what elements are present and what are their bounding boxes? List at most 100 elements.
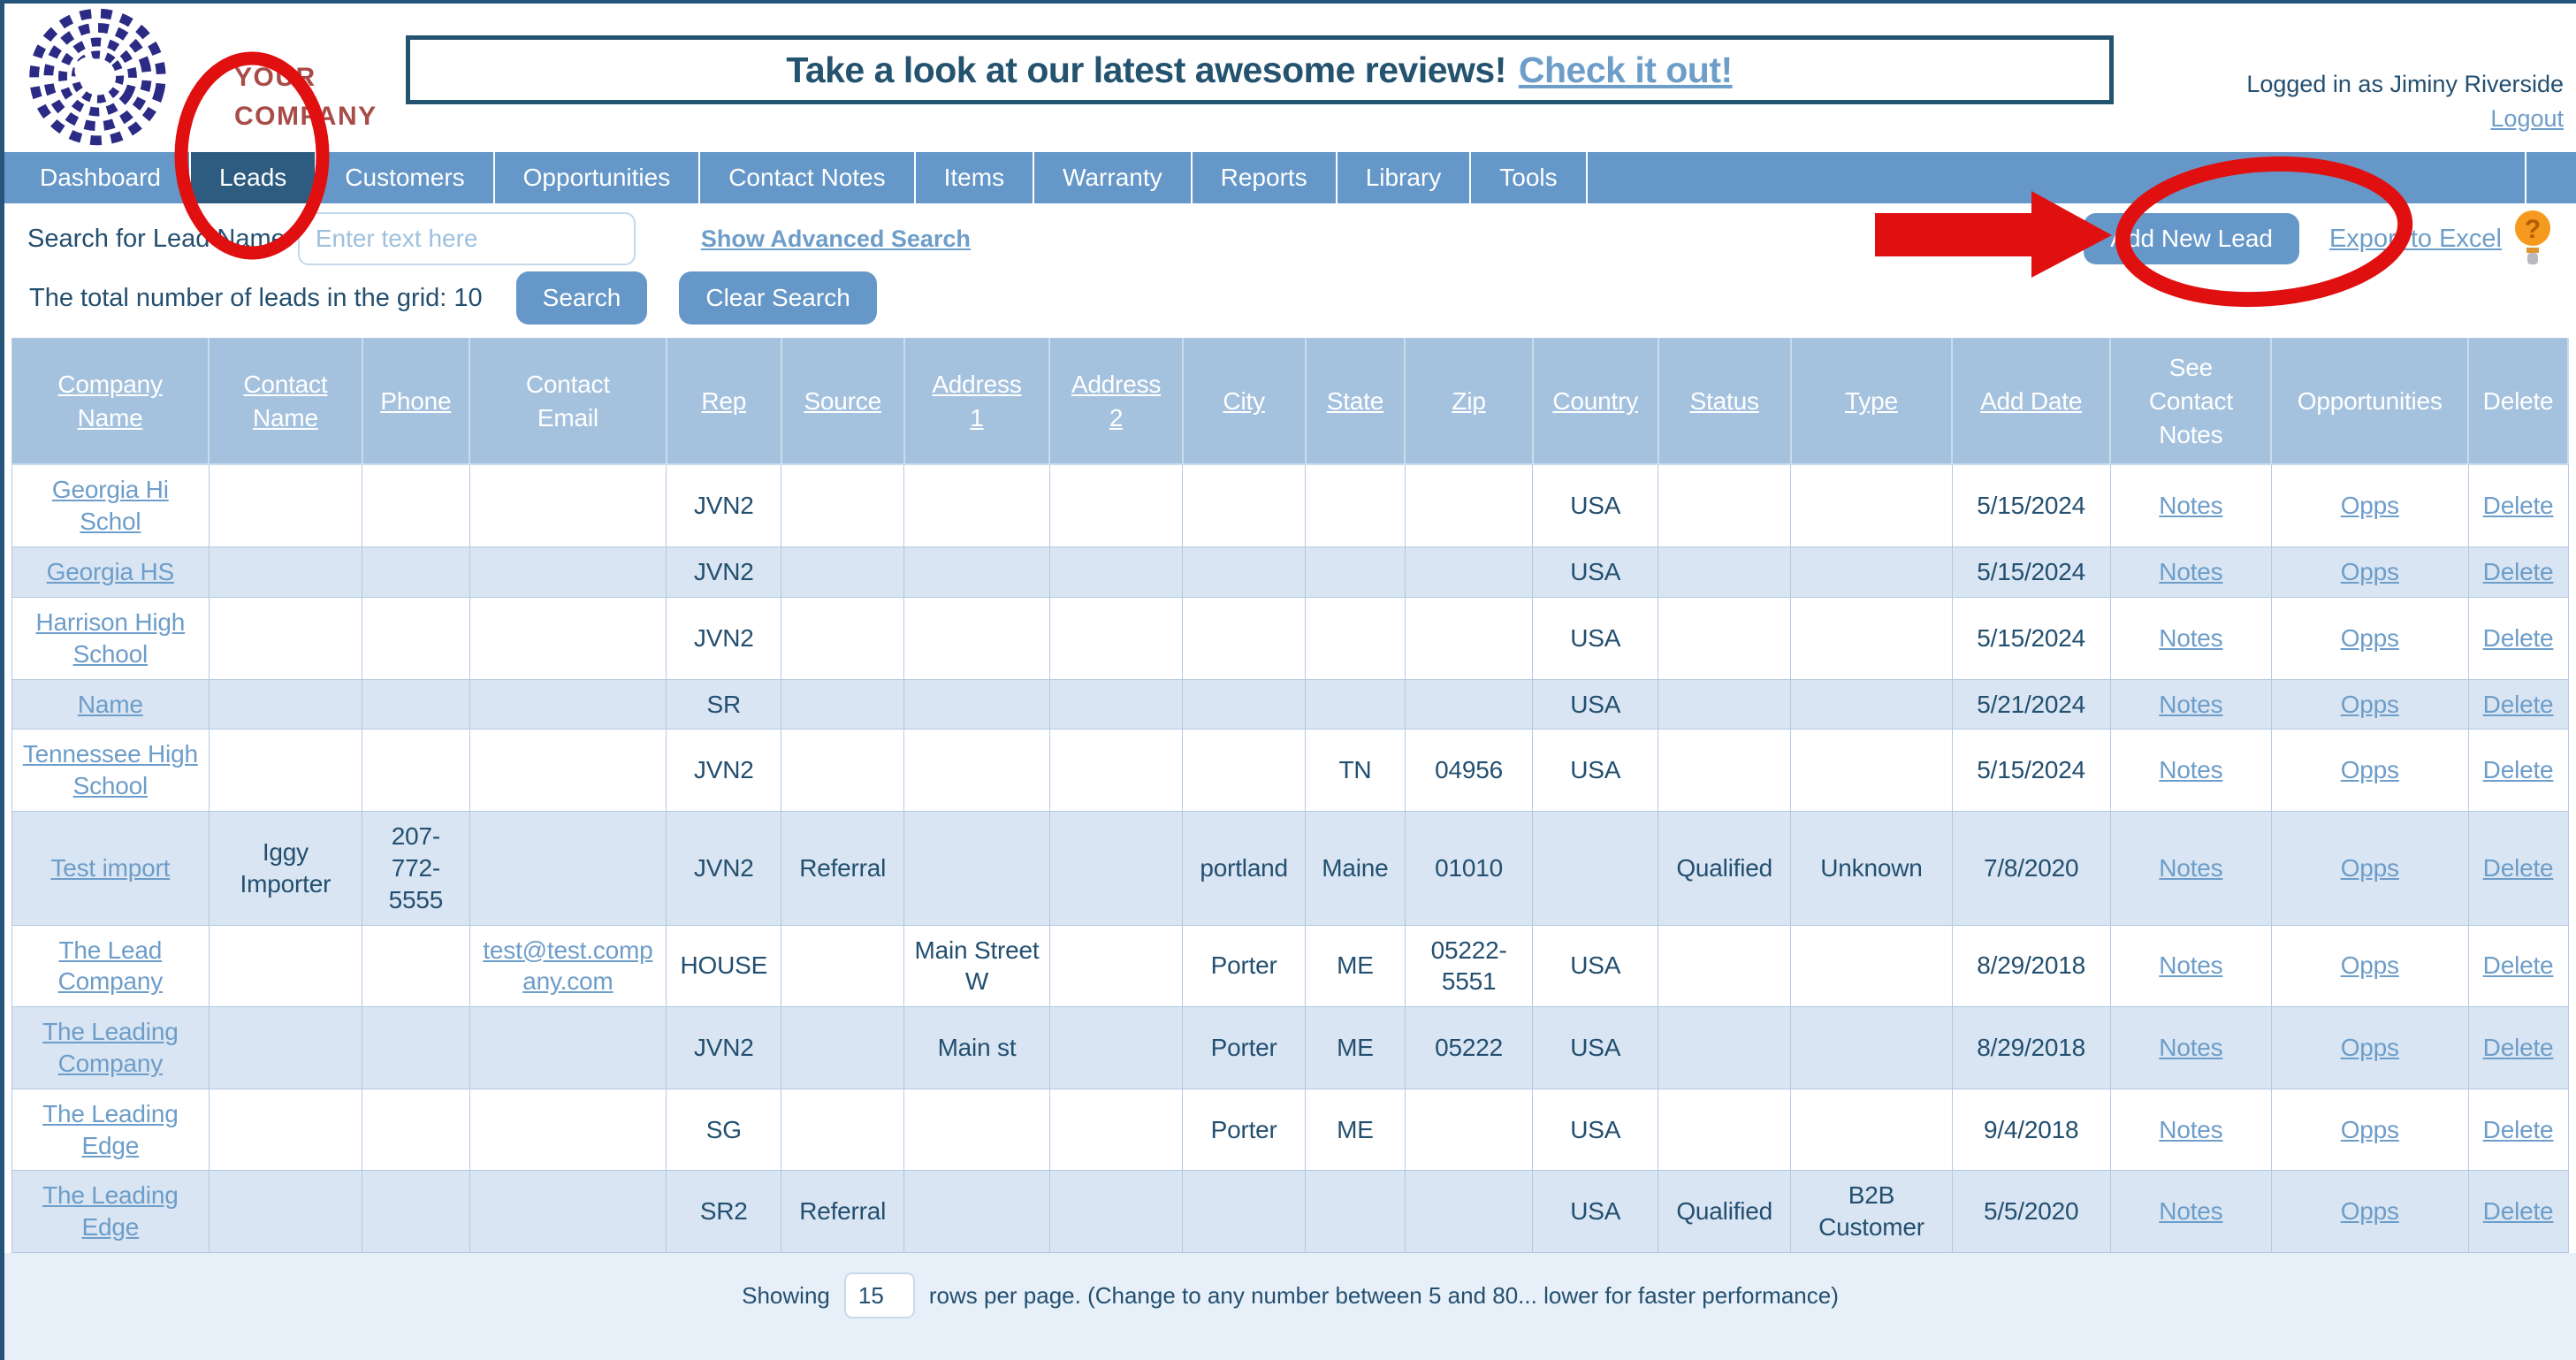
del-link[interactable]: Delete	[2482, 1115, 2554, 1143]
del-link[interactable]: Delete	[2482, 690, 2554, 718]
rows-per-page-input[interactable]	[843, 1272, 915, 1319]
company-link[interactable]: Georgia Hi Schol	[51, 476, 169, 536]
notes-link[interactable]: Notes	[2159, 951, 2223, 980]
search-button[interactable]: Search	[515, 271, 648, 325]
company-link[interactable]: Tennessee High School	[22, 740, 198, 800]
opps-link[interactable]: Opps	[2340, 951, 2399, 980]
pagination-footer: Showing rows per page. (Change to any nu…	[4, 1253, 2576, 1360]
column-header-zip[interactable]: Zip	[1405, 338, 1534, 466]
column-header-add_date[interactable]: Add Date	[1952, 338, 2112, 466]
del-link[interactable]: Delete	[2482, 853, 2554, 882]
cell-address1	[903, 729, 1050, 813]
notes-link[interactable]: Notes	[2159, 1115, 2223, 1143]
cell-address1	[903, 596, 1050, 680]
cell-add_date: 5/15/2024	[1951, 463, 2111, 548]
cell-zip: 05222-5551	[1404, 924, 1534, 1008]
opps-link[interactable]: Opps	[2340, 558, 2399, 586]
column-header-state[interactable]: State	[1305, 338, 1406, 466]
cell-phone	[362, 1088, 470, 1172]
column-header-source[interactable]: Source	[781, 338, 905, 466]
nav-tab-warranty[interactable]: Warranty	[1034, 152, 1193, 203]
opps-link[interactable]: Opps	[2340, 492, 2399, 520]
column-header-label: Address 2	[1071, 370, 1162, 432]
notes-link[interactable]: Notes	[2159, 756, 2223, 784]
column-header-city[interactable]: City	[1182, 338, 1307, 466]
logout-link[interactable]: Logout	[2490, 105, 2564, 133]
nav-tab-contact-notes[interactable]: Contact Notes	[700, 152, 916, 203]
opps-link[interactable]: Opps	[2340, 1197, 2399, 1226]
lead-name-search-input[interactable]	[297, 212, 636, 265]
cell-notes: Notes	[2109, 546, 2272, 598]
notes-link[interactable]: Notes	[2159, 623, 2223, 652]
column-header-phone[interactable]: Phone	[362, 338, 471, 466]
cell-zip: 01010	[1404, 811, 1534, 926]
nav-tab-opportunities[interactable]: Opportunities	[495, 152, 701, 203]
column-header-address2[interactable]: Address 2	[1049, 338, 1184, 466]
del-link[interactable]: Delete	[2482, 558, 2554, 586]
opps-link[interactable]: Opps	[2340, 690, 2399, 718]
notes-link[interactable]: Notes	[2159, 1197, 2223, 1226]
del-link[interactable]: Delete	[2482, 492, 2554, 520]
nav-end-separator	[2525, 152, 2526, 203]
cell-notes: Notes	[2109, 924, 2272, 1008]
column-header-address1[interactable]: Address 1	[903, 338, 1051, 466]
cell-company: The Leading Edge	[11, 1170, 210, 1254]
cell-notes: Notes	[2109, 1006, 2272, 1089]
del-link[interactable]: Delete	[2482, 756, 2554, 784]
cell-contact	[208, 729, 363, 813]
nav-tab-tools[interactable]: Tools	[1471, 152, 1588, 203]
column-header-company[interactable]: Company Name	[11, 338, 210, 466]
add-new-lead-button[interactable]: Add New Lead	[2084, 213, 2299, 264]
cell-address2	[1048, 924, 1184, 1008]
opps-link[interactable]: Opps	[2340, 1034, 2399, 1062]
notes-link[interactable]: Notes	[2159, 1034, 2223, 1062]
company-link[interactable]: Harrison High School	[35, 607, 186, 668]
nav-tab-reports[interactable]: Reports	[1193, 152, 1338, 203]
company-link[interactable]: The Leading Company	[42, 1018, 179, 1077]
del-link[interactable]: Delete	[2482, 1034, 2554, 1062]
cell-notes: Notes	[2109, 1088, 2272, 1172]
nav-tab-library[interactable]: Library	[1338, 152, 1472, 203]
notes-link[interactable]: Notes	[2159, 853, 2223, 882]
company-link[interactable]: Name	[77, 690, 143, 718]
nav-tab-dashboard[interactable]: Dashboard	[11, 152, 191, 203]
check-it-out-link[interactable]: Check it out!	[1518, 49, 1733, 90]
cell-del: Delete	[2467, 1088, 2569, 1172]
company-link[interactable]: The Leading Edge	[42, 1181, 179, 1242]
company-link[interactable]: The Leading Edge	[42, 1099, 179, 1159]
cell-type	[1790, 596, 1953, 680]
nav-tab-leads[interactable]: Leads	[190, 152, 317, 203]
opps-link[interactable]: Opps	[2340, 853, 2399, 882]
email-link[interactable]: test@test.company.com	[483, 936, 653, 996]
notes-link[interactable]: Notes	[2159, 492, 2223, 520]
cell-company: Test import	[11, 811, 210, 926]
cell-address1	[903, 546, 1050, 598]
column-header-status[interactable]: Status	[1658, 338, 1792, 466]
notes-link[interactable]: Notes	[2159, 690, 2223, 718]
notes-link[interactable]: Notes	[2159, 558, 2223, 586]
del-link[interactable]: Delete	[2482, 623, 2554, 652]
column-header-rep[interactable]: Rep	[666, 338, 782, 466]
nav-tab-customers[interactable]: Customers	[316, 152, 495, 203]
opps-link[interactable]: Opps	[2340, 1115, 2399, 1143]
nav-tab-items[interactable]: Items	[916, 152, 1035, 203]
opps-link[interactable]: Opps	[2340, 623, 2399, 652]
column-header-contact[interactable]: Contact Name	[209, 338, 363, 466]
company-link[interactable]: Georgia HS	[46, 558, 174, 586]
clear-search-button[interactable]: Clear Search	[679, 271, 877, 325]
column-header-country[interactable]: Country	[1532, 338, 1659, 466]
del-link[interactable]: Delete	[2482, 951, 2554, 980]
cell-country: USA	[1532, 678, 1659, 730]
del-link[interactable]: Delete	[2482, 1197, 2554, 1226]
opps-link[interactable]: Opps	[2340, 756, 2399, 784]
column-header-type[interactable]: Type	[1790, 338, 1954, 466]
company-link[interactable]: Test import	[50, 853, 171, 882]
column-header-label: State	[1326, 386, 1384, 415]
export-to-excel-link[interactable]: Export to Excel	[2328, 224, 2502, 253]
help-bulb-icon[interactable]: ?	[2512, 210, 2553, 268]
cell-status: Qualified	[1658, 1170, 1792, 1254]
show-advanced-search-link[interactable]: Show Advanced Search	[700, 225, 971, 252]
company-link[interactable]: The Lead Company	[57, 936, 164, 996]
cell-zip	[1404, 596, 1534, 680]
